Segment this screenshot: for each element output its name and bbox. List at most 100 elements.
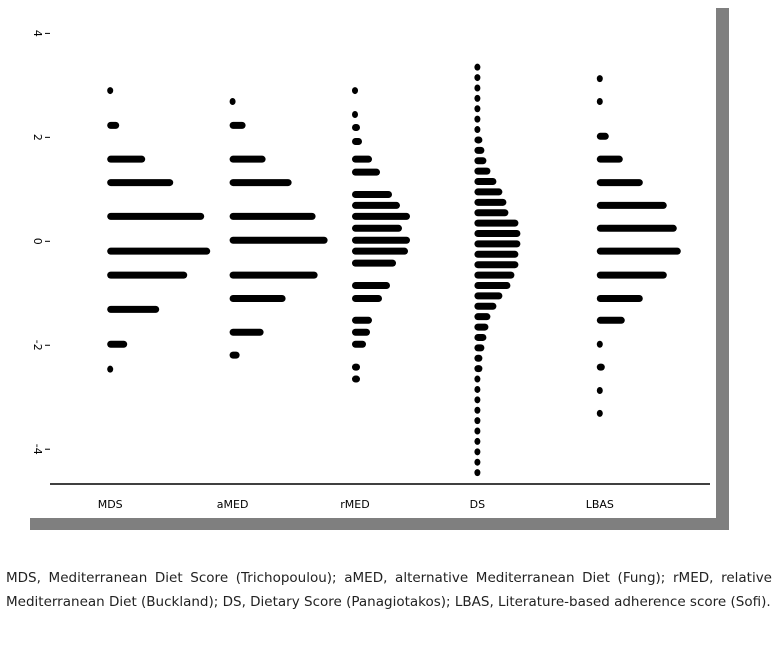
dot-row [229,294,286,302]
dot-row [474,188,503,196]
dot-row [352,138,362,146]
dot-row [229,97,236,105]
dot-row [474,302,497,310]
dot-row [474,167,491,175]
dot-row [596,75,603,83]
dot-row [474,115,481,123]
dot-row [596,363,605,371]
x-tick-label: LBAS [586,498,614,511]
dot-row [229,121,246,129]
dot-row [352,340,366,348]
dot-row [352,328,370,336]
y-tick-label: 4 [31,30,44,37]
dot-row [107,247,211,255]
dot-row [474,281,511,289]
dot-row [474,126,481,134]
dot-row [596,340,603,348]
dot-row [474,333,487,341]
dot-row [596,316,625,324]
dot-row [474,406,481,414]
dot-row [474,396,481,404]
x-tick-label: MDS [98,498,123,511]
dot-row [596,294,643,302]
dot-row [229,351,240,359]
dot-row [596,97,603,105]
dot-row [352,110,358,118]
dot-row [107,155,146,163]
dot-row [352,155,372,163]
x-tick-label: DS [470,498,485,511]
x-tick-label: rMED [340,498,369,511]
x-tick-label: aMED [217,498,249,511]
dot-row [352,191,392,199]
chart: -4 -2 0 2 4 MDS aMED rMED DS LBAS [30,8,729,530]
dot-row [352,281,390,289]
dot-row [596,179,643,187]
dot-row [474,146,485,154]
y-tick-label: 0 [31,238,44,245]
dot-row [474,292,503,300]
dot-row [474,323,489,331]
dot-row [474,178,497,186]
dot-row [474,105,481,113]
y-tick-label: -2 [31,340,44,351]
dot-row [474,157,487,165]
dot-row [107,340,128,348]
dot-row [229,155,266,163]
dot-row [474,198,507,206]
dot-row [474,385,481,393]
dot-row [474,240,521,248]
dot-row [596,409,603,417]
dot-row [107,365,114,373]
dot-row [474,209,509,217]
caption: MDS, Mediterranean Diet Score (Trichopou… [6,570,772,610]
dot-row [596,247,681,255]
dot-row [474,250,519,258]
dot-row [474,417,481,425]
dot-row [474,313,491,321]
dot-row [352,201,400,209]
dot-row [474,344,485,352]
dot-row [107,179,174,187]
dot-row [474,354,483,362]
dot-row [352,168,380,176]
dot-row [352,212,410,220]
dot-row [474,84,481,92]
y-tick-label: 2 [31,134,44,141]
dot-row [229,271,318,279]
dot-row [474,365,483,373]
dot-row [352,236,410,244]
dot-row [107,121,120,129]
dot-row [107,212,205,220]
dot-row [596,201,667,209]
dot-row [352,123,360,131]
dot-row [474,261,519,269]
dot-row [229,236,328,244]
dot-row [107,305,160,313]
dot-row [229,179,292,187]
dot-row [107,87,114,95]
frame-shadow [716,8,729,530]
dot-row [596,224,677,232]
dot-row [352,224,402,232]
dot-row [474,219,519,227]
dot-row [229,212,316,220]
dot-row [229,328,264,336]
dot-row [474,94,481,102]
dot-row [352,294,382,302]
dot-row [474,375,481,383]
dot-row [474,437,481,445]
dot-row [596,132,609,140]
dot-row [352,363,360,371]
y-tick-label: -4 [31,444,44,455]
dot-row [352,247,408,255]
dot-row [596,271,667,279]
dot-row [474,63,481,71]
dot-row [596,386,603,394]
dot-row [474,271,515,279]
dot-row [474,448,481,456]
dot-row [352,316,372,324]
dot-row [596,155,623,163]
dot-row [474,136,483,144]
